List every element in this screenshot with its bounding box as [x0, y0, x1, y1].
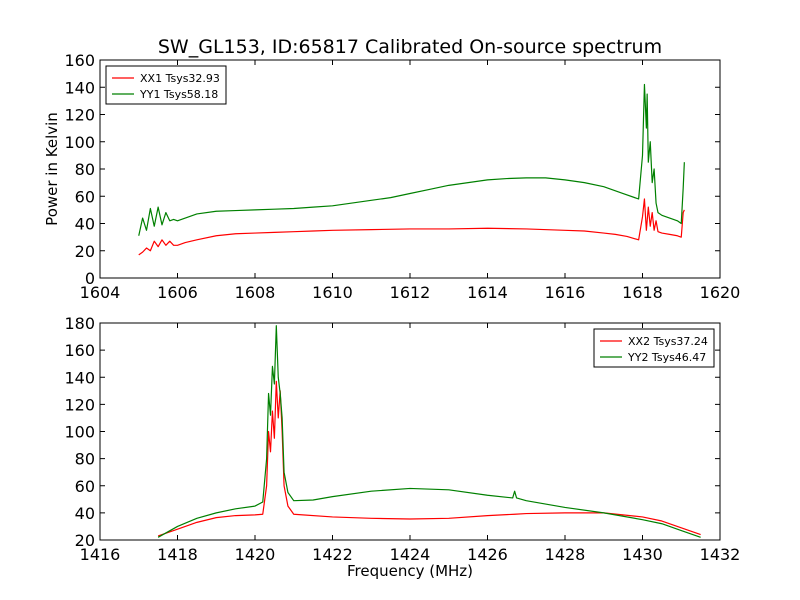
legend-entry: YY1 Tsys58.18 — [139, 88, 218, 101]
x-axis-label: Frequency (MHz) — [347, 562, 473, 580]
x-tick-label: 1614 — [467, 283, 508, 302]
y-tick-label: 60 — [75, 187, 95, 206]
x-tick-label: 1610 — [312, 283, 353, 302]
x-tick-label: 1616 — [545, 283, 586, 302]
y-tick-label: 140 — [64, 368, 95, 387]
y-tick-label: 40 — [75, 504, 95, 523]
bottom-panel-on-source-1416-1432: 1416 1418 1420 1422 1424 1426 1428 1430 1432 20 40… — [64, 314, 740, 580]
x-tick-label: 1620 — [700, 283, 741, 302]
series-line-xx1 — [138, 198, 685, 256]
legend: XX2 Tsys37.24 YY2 Tsys46.47 — [593, 328, 715, 368]
x-tick-label: 1416 — [80, 545, 121, 564]
x-tick-label: 1432 — [700, 545, 741, 564]
y-tick-label: 180 — [64, 314, 95, 333]
y-tick-label: 160 — [64, 51, 95, 70]
legend-entry: XX1 Tsys32.93 — [140, 72, 220, 85]
series-line-yy1 — [138, 83, 685, 236]
y-tick-label: 120 — [64, 106, 95, 125]
legend-entry: XX2 Tsys37.24 — [628, 335, 708, 348]
y-axis-label: Power in Kelvin — [43, 112, 61, 226]
x-tick-label: 1422 — [312, 545, 353, 564]
legend-box — [593, 328, 715, 368]
x-tick-label: 1612 — [390, 283, 431, 302]
y-tick-label: 140 — [64, 78, 95, 97]
series-line-xx2 — [157, 380, 701, 537]
y-tick-label: 120 — [64, 395, 95, 414]
x-tick-label: 1606 — [157, 283, 198, 302]
x-tick-label: 1424 — [390, 545, 431, 564]
y-tick-label: 0 — [85, 269, 95, 288]
series-line-yy2 — [157, 325, 701, 538]
x-tick-label: 1426 — [467, 545, 508, 564]
x-tick-label: 1618 — [622, 283, 663, 302]
y-tick-label: 80 — [75, 160, 95, 179]
x-tick-label: 1420 — [235, 545, 276, 564]
legend-entry: YY2 Tsys46.47 — [627, 351, 706, 364]
y-tick-label: 80 — [75, 450, 95, 469]
x-tick-label: 1604 — [80, 283, 121, 302]
y-tick-label: 100 — [64, 133, 95, 152]
x-tick-label: 1428 — [545, 545, 586, 564]
legend-box — [105, 65, 227, 105]
y-tick-label: 60 — [75, 477, 95, 496]
x-tick-label: 1418 — [157, 545, 198, 564]
x-tick-label: 1608 — [235, 283, 276, 302]
x-tick-label: 1430 — [622, 545, 663, 564]
y-tick-label: 20 — [75, 531, 95, 550]
legend: XX1 Tsys32.93 YY1 Tsys58.18 — [105, 65, 227, 105]
y-tick-label: 20 — [75, 242, 95, 261]
y-tick-label: 40 — [75, 215, 95, 234]
top-panel-on-source-1604-1620: 1604 1606 1608 1610 1612 1614 1616 1618 1620 0 20 4… — [43, 51, 740, 302]
figure-title: SW_GL153, ID:65817 Calibrated On-source … — [158, 36, 662, 58]
y-tick-label: 160 — [64, 341, 95, 360]
y-tick-label: 100 — [64, 423, 95, 442]
